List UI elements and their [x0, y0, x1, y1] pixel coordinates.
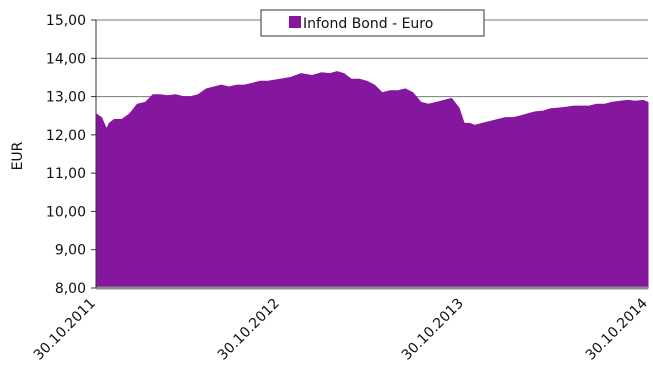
- x-tick-label: 30.10.2012: [215, 296, 283, 364]
- y-tick-label: 14,00: [46, 51, 86, 67]
- y-tick-label: 9,00: [55, 243, 86, 259]
- y-tick-label: 13,00: [46, 90, 86, 106]
- y-tick-labels: 8,00 9,00 10,00 11,00 12,00 13,00 14,00 15,00: [46, 13, 96, 297]
- y-tick-label: 11,00: [46, 166, 86, 182]
- legend: Infond Bond - Euro: [260, 9, 485, 37]
- y-tick-label: 8,00: [55, 281, 86, 297]
- legend-swatch: [289, 16, 301, 28]
- y-axis-label: EUR: [10, 141, 26, 170]
- legend-label: Infond Bond - Euro: [303, 16, 433, 32]
- y-tick-label: 10,00: [46, 204, 86, 220]
- series-area-infond-bond-euro: [95, 71, 649, 289]
- x-tick-label: 30.10.2011: [31, 296, 99, 364]
- y-tick-label: 12,00: [46, 128, 86, 144]
- y-tick-label: 15,00: [46, 13, 86, 29]
- x-tick-label: 30.10.2013: [399, 296, 467, 364]
- x-tick-label: 30.10.2014: [583, 295, 651, 363]
- x-tick-labels: 30.10.2011 30.10.2012 30.10.2013 30.10.2014: [31, 295, 651, 363]
- axes: [95, 20, 648, 290]
- series-area-group: [95, 71, 649, 289]
